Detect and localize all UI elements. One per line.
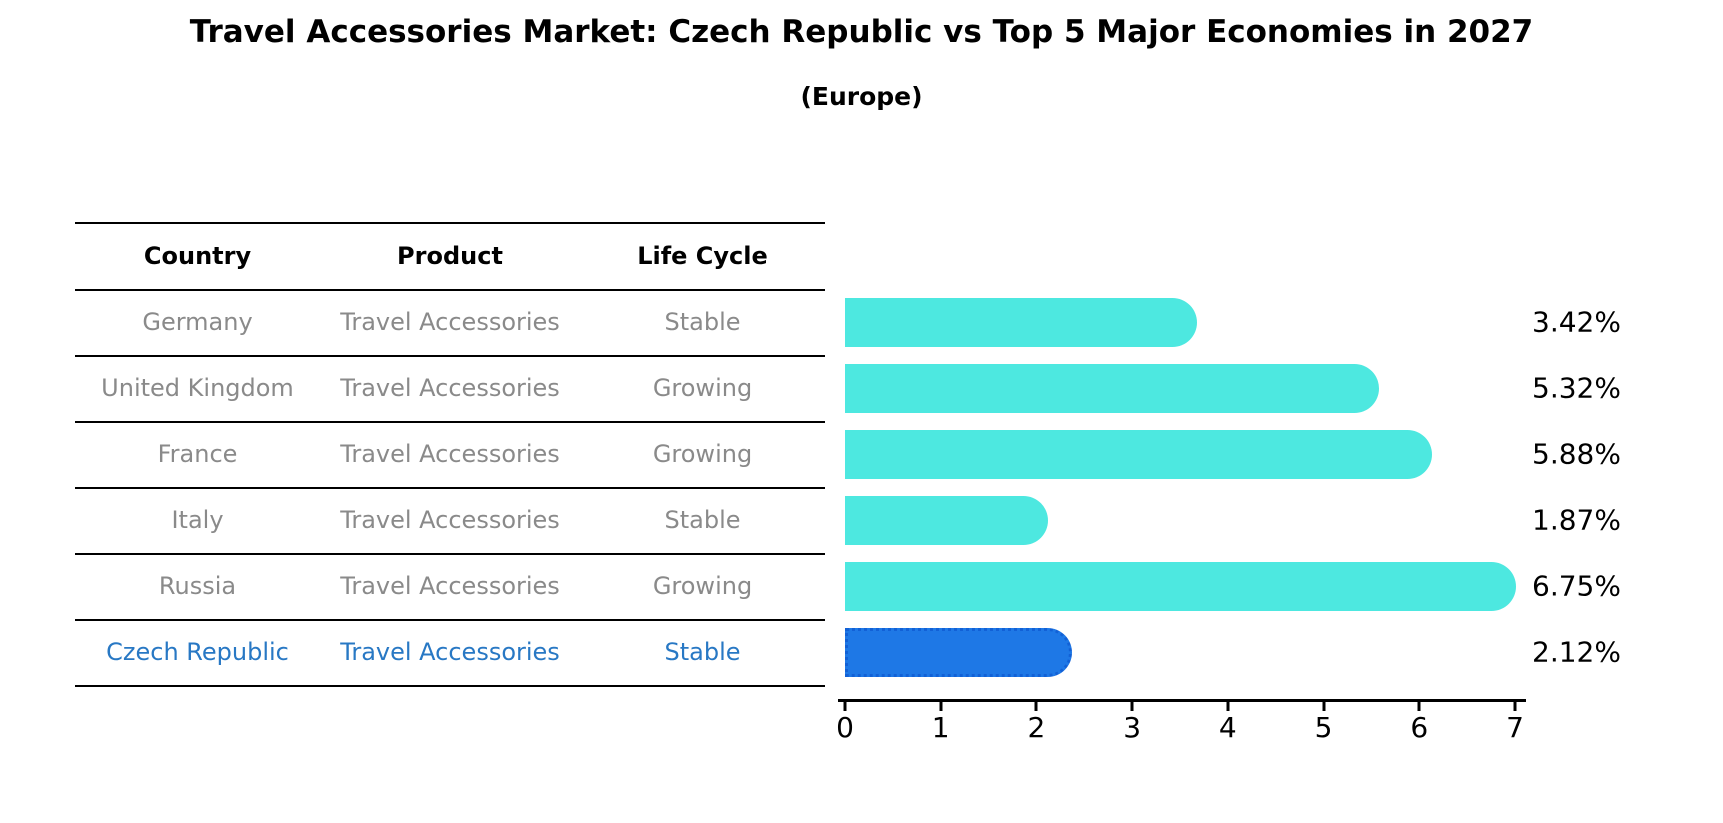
x-axis-line xyxy=(838,699,1526,702)
cell-country: United Kingdom xyxy=(101,374,294,402)
x-tick-label: 3 xyxy=(1123,711,1142,744)
value-label: 3.42% xyxy=(1532,305,1621,339)
column-header-life-cycle: Life Cycle xyxy=(637,242,768,270)
x-tick xyxy=(1034,702,1038,711)
x-tick-label: 7 xyxy=(1506,711,1524,744)
cell-product: Travel Accessories xyxy=(340,308,560,336)
x-tick xyxy=(1130,702,1134,711)
cell-product: Travel Accessories xyxy=(340,638,560,666)
x-tick-label: 4 xyxy=(1218,711,1237,744)
bar-highlight xyxy=(845,627,1073,677)
cell-country: Russia xyxy=(158,572,237,600)
cell-product: Travel Accessories xyxy=(340,506,560,534)
cell-country: Czech Republic xyxy=(106,638,289,666)
cell-country: Germany xyxy=(142,308,253,336)
value-label: 5.32% xyxy=(1532,371,1621,405)
value-label: 5.88% xyxy=(1532,437,1621,471)
cell-product: Travel Accessories xyxy=(340,572,560,600)
x-tick-label: 5 xyxy=(1314,711,1333,744)
chart-title: Travel Accessories Market: Czech Republi… xyxy=(189,14,1534,50)
cell-product: Travel Accessories xyxy=(340,440,560,468)
bar xyxy=(845,297,1197,347)
x-tick xyxy=(843,702,847,711)
x-tick-label: 6 xyxy=(1410,711,1429,744)
cell-life-cycle: Growing xyxy=(652,440,753,468)
cell-life-cycle: Growing xyxy=(652,374,753,402)
table-rule xyxy=(75,222,825,224)
table-rule xyxy=(75,421,825,423)
x-tick xyxy=(1322,702,1326,711)
cell-life-cycle: Stable xyxy=(664,638,741,666)
cell-country: France xyxy=(157,440,238,468)
cell-country: Italy xyxy=(171,506,224,534)
bar xyxy=(845,429,1433,479)
table-rule xyxy=(75,355,825,357)
table-rule xyxy=(75,289,825,291)
table-rule xyxy=(75,553,825,555)
cell-life-cycle: Stable xyxy=(664,308,741,336)
bar xyxy=(845,363,1379,413)
value-label: 2.12% xyxy=(1532,635,1621,669)
value-label: 6.75% xyxy=(1532,569,1621,603)
cell-product: Travel Accessories xyxy=(340,374,560,402)
cell-life-cycle: Growing xyxy=(652,572,753,600)
bar xyxy=(845,561,1516,611)
table-rule xyxy=(75,487,825,489)
x-tick xyxy=(1417,702,1421,711)
cell-life-cycle: Stable xyxy=(664,506,741,534)
chart-subtitle: (Europe) xyxy=(800,82,923,111)
column-header-country: Country xyxy=(143,242,252,270)
bar xyxy=(845,495,1049,545)
table-rule xyxy=(75,619,825,621)
column-header-product: Product xyxy=(397,242,503,270)
value-label: 1.87% xyxy=(1532,503,1621,537)
x-tick-label: 1 xyxy=(931,711,950,744)
x-tick xyxy=(1226,702,1230,711)
x-tick-label: 2 xyxy=(1027,711,1046,744)
x-tick xyxy=(939,702,943,711)
x-tick xyxy=(1513,702,1517,711)
x-tick-label: 0 xyxy=(836,711,854,744)
table-rule xyxy=(75,685,825,687)
